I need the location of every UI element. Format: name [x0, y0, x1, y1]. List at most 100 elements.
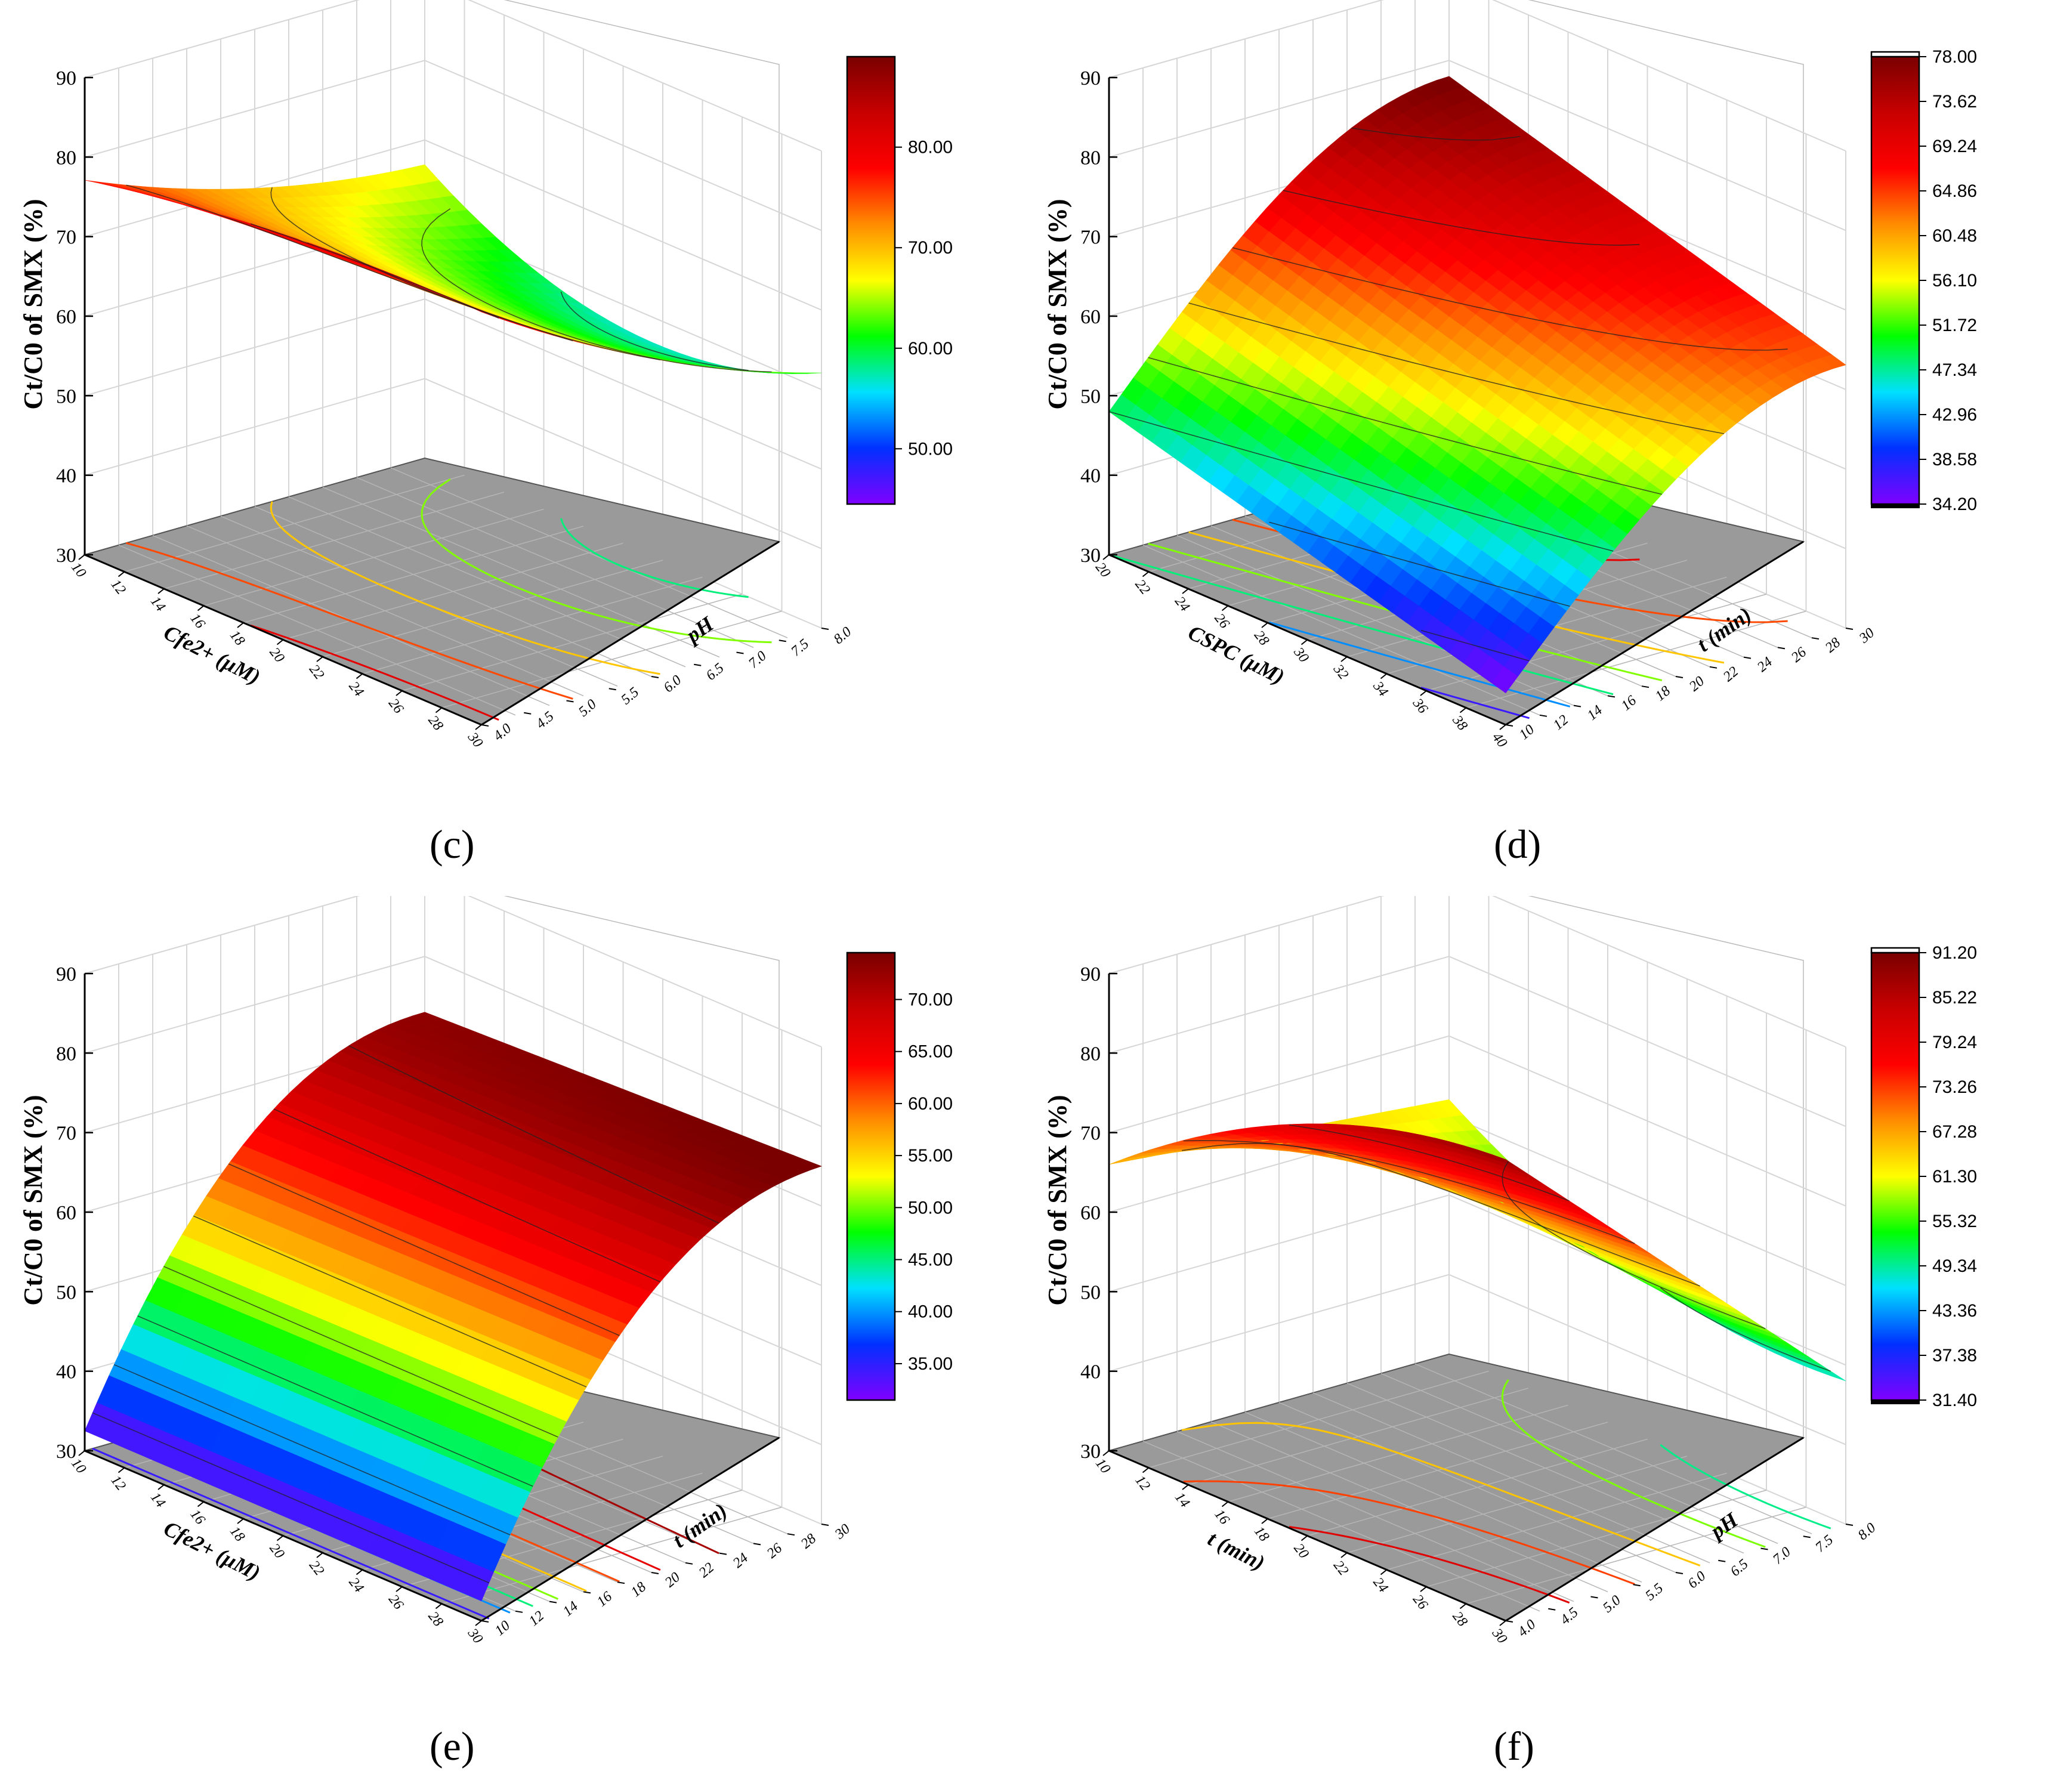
- colorbar-tick-label: 80.00: [908, 138, 953, 157]
- z-tick-label: 80: [1080, 1043, 1101, 1065]
- y-tick-label: 24: [730, 1550, 751, 1571]
- y-tick-label: 14: [560, 1599, 581, 1620]
- x-tick-label: 24: [345, 679, 366, 700]
- y-tick-label: 6.5: [703, 660, 727, 684]
- x-tick-label: 30: [1290, 644, 1312, 666]
- z-tick-label: 50: [56, 1281, 76, 1303]
- y-tick-label: 26: [1788, 644, 1809, 665]
- z-axis-title: Ct/C0 of SMX (%): [1043, 1095, 1072, 1305]
- colorbar: 31.40 37.38 43.36 49.34 55.32 61.30 67.28 73.26…: [1870, 943, 1977, 1410]
- colorbar-tick-label: 38.58: [1932, 450, 1977, 469]
- y-tick-label: 6.5: [1728, 1556, 1752, 1580]
- x-tick-label: 16: [1211, 1507, 1232, 1528]
- x-tick-label: 40: [1489, 730, 1510, 750]
- z-tick-label: 90: [56, 67, 76, 89]
- x-tick-label: 26: [1211, 611, 1232, 632]
- x-tick-label: 20: [1290, 1541, 1311, 1562]
- colorbar-tick-label: 50.00: [908, 439, 953, 459]
- x-tick-label: 28: [425, 713, 446, 734]
- x-tick-label: 22: [306, 1558, 327, 1578]
- x-tick-label: 16: [187, 1507, 208, 1528]
- colorbar-tick-label: 55.00: [908, 1146, 953, 1166]
- z-tick-label: 70: [56, 227, 76, 249]
- x-tick-label: 22: [1330, 1558, 1351, 1578]
- x-tick-label: 16: [187, 611, 208, 632]
- z-tick-label: 70: [56, 1123, 76, 1145]
- x-tick-label: 30: [464, 1625, 486, 1646]
- panel-label-f: (f): [1494, 1723, 1534, 1769]
- x-tick-label: 18: [1251, 1524, 1272, 1544]
- y-tick-label: 30: [1856, 625, 1877, 647]
- z-tick-label: 80: [56, 1043, 76, 1065]
- z-tick-label: 40: [1080, 1361, 1101, 1383]
- surface-contours: [1182, 1124, 1831, 1372]
- x-tick-label: 24: [345, 1575, 366, 1596]
- panel-label-c: (c): [430, 821, 475, 867]
- y-tick-label: 16: [594, 1589, 615, 1609]
- x-tick-label: 22: [306, 662, 327, 682]
- x-tick-label: 22: [1132, 577, 1153, 598]
- colorbar-tick-label: 60.00: [908, 1094, 953, 1114]
- y-tick-label: 28: [1822, 635, 1843, 656]
- colorbar-tick-label: 91.20: [1932, 943, 1977, 963]
- y-tick-label: 10: [492, 1618, 513, 1639]
- colorbar-tick-label: 31.40: [1932, 1391, 1977, 1410]
- surface-contours: [1108, 127, 1788, 662]
- z-tick-label: 60: [1080, 306, 1101, 328]
- y-tick-label: 5.5: [1642, 1580, 1666, 1603]
- x-tick-label: 12: [1132, 1473, 1153, 1494]
- x-tick-label: 24: [1172, 594, 1193, 614]
- z-tick-label: 70: [1080, 227, 1101, 249]
- y-tick-label: 28: [798, 1531, 819, 1552]
- colorbar-tick-label: 65.00: [908, 1042, 953, 1062]
- z-tick-label: 50: [56, 385, 76, 407]
- x-tick-label: 34: [1370, 678, 1391, 700]
- colorbar-tick-label: 40.00: [908, 1302, 953, 1322]
- colorbar-tick-label: 56.10: [1932, 271, 1977, 291]
- x-tick-label: 18: [227, 1524, 248, 1544]
- z-tick-label: 60: [56, 306, 76, 328]
- colorbar-tick-label: 73.26: [1932, 1077, 1977, 1097]
- z-tick-label: 50: [1080, 385, 1101, 407]
- colorbar-tick-label: 73.62: [1932, 92, 1977, 112]
- y-tick-label: 8.0: [831, 624, 855, 647]
- x-tick-label: 26: [385, 1592, 406, 1612]
- response-surface: [1108, 1099, 1846, 1382]
- back-walls: [84, 0, 822, 629]
- z-tick-label: 30: [1080, 545, 1101, 567]
- x-axis-title: CSPC (μM): [1184, 620, 1288, 689]
- z-tick-label: 90: [56, 963, 76, 985]
- y-tick-label: 4.0: [1515, 1617, 1539, 1640]
- x-tick-label: 32: [1330, 661, 1351, 682]
- z-tick-label: 60: [1080, 1202, 1101, 1224]
- z-tick-label: 80: [56, 147, 76, 169]
- y-tick-label: 22: [696, 1560, 717, 1581]
- colorbar-tick-label: 85.22: [1932, 988, 1977, 1008]
- colorbar-tick-label: 61.30: [1932, 1167, 1977, 1187]
- colorbar: 50.00 60.00 70.00 80.00: [846, 55, 953, 505]
- colorbar-tick-label: 69.24: [1932, 137, 1977, 156]
- x-tick-label: 20: [266, 1541, 287, 1562]
- floor-plane: [83, 457, 788, 726]
- colorbar-tick-label: 78.00: [1932, 47, 1977, 67]
- z-tick-label: 30: [1080, 1441, 1101, 1463]
- y-tick-label: 7.5: [1812, 1532, 1836, 1555]
- surface-plot-d: 30 40 50 60 70 80 90 20 22 24 26 28 30 32 34 36 38 40 10 12…: [1043, 0, 1977, 750]
- panel-d: 30 40 50 60 70 80 90 20 22 24 26 28 30 32 34 36 38 40 10 12…: [1024, 0, 2048, 811]
- x-axis-title: Cfe2+ (μM): [160, 620, 264, 689]
- panel-c: 30 40 50 60 70 80 90 10 12 14 16 18 20 22 24 26 28 30 4.0 4…: [0, 0, 1024, 811]
- y-tick-label: 20: [1686, 673, 1707, 694]
- z-tick-label: 60: [56, 1202, 76, 1224]
- y-tick-label: 4.5: [1558, 1605, 1581, 1628]
- colorbar-tick-label: 70.00: [908, 990, 953, 1009]
- x-tick-label: 30: [464, 729, 486, 750]
- colorbar-tick-label: 49.34: [1932, 1256, 1977, 1276]
- x-tick-label: 28: [1449, 1609, 1470, 1630]
- z-tick-label: 90: [1080, 963, 1101, 985]
- x-tick-label: 28: [425, 1609, 446, 1630]
- panel-f: 30 40 50 60 70 80 90 10 12 14 16 18 20 22 24 26 28 30 4.0 4…: [1024, 876, 2048, 1707]
- colorbar: 34.20 38.58 42.96 47.34 51.72 56.10 60.48 64.86…: [1870, 47, 1977, 514]
- colorbar-tick-label: 67.28: [1932, 1122, 1977, 1142]
